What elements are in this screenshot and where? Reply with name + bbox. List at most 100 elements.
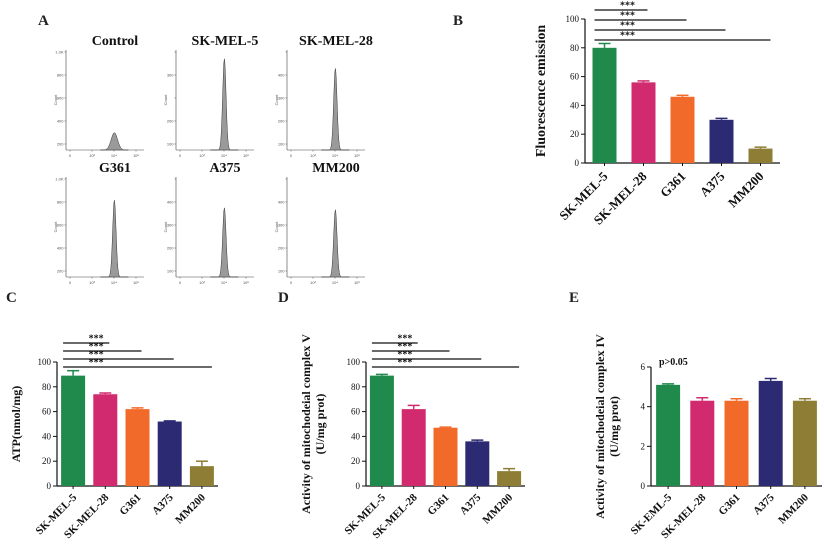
- histogram-panel: G361 1.0K 800 600 400 200 Count 0 10³ 10⁴ 10⁵: [53, 161, 144, 285]
- histogram-x-tick-label: 10³: [199, 153, 205, 158]
- bar: [497, 471, 522, 486]
- histogram-y-tick-label: 200: [57, 142, 64, 147]
- histogram-title: SK-MEL-5: [192, 34, 259, 49]
- x-tick-label: A375: [751, 491, 777, 517]
- y-axis-label-units: (U/mg prot): [607, 396, 621, 457]
- panel-label-d: D: [278, 290, 289, 306]
- bar: [690, 400, 715, 486]
- histogram-x-tick-label: 10⁴: [111, 153, 117, 158]
- y-tick-label: 20: [42, 456, 52, 466]
- histogram-y-tick-label: 100: [167, 269, 174, 274]
- y-tick-label: 0: [641, 481, 646, 491]
- y-tick-label: 100: [566, 14, 580, 24]
- histogram-x-tick-label: 0: [179, 153, 182, 158]
- x-tick-label: G361: [117, 492, 143, 518]
- histogram-y-tick-label: 800: [57, 73, 64, 78]
- histogram-x-tick-label: 10⁵: [243, 280, 249, 285]
- y-tick-label: 80: [570, 43, 580, 53]
- x-tick-label: MM200: [776, 491, 811, 526]
- bar: [465, 441, 490, 486]
- histogram-x-tick-label: 10⁴: [332, 280, 338, 285]
- significance-label: ***: [89, 358, 104, 369]
- histogram-y-tick-label: 600: [57, 223, 64, 228]
- histogram-title: G361: [99, 161, 131, 176]
- y-tick-label: 60: [42, 407, 52, 417]
- histogram-y-tick-label: 300: [167, 73, 174, 78]
- y-tick-label: 0: [575, 158, 580, 168]
- x-tick-label: MM200: [725, 169, 767, 211]
- histogram-y-tick-label: 800: [57, 200, 64, 205]
- histogram-y-tick-label: 1.0K: [55, 50, 64, 55]
- histogram-count-label: Count: [53, 221, 58, 233]
- y-tick-label: 2: [641, 441, 646, 451]
- histogram-x-tick-label: 10⁴: [111, 280, 117, 285]
- histogram-y-tick-label: 100: [167, 142, 174, 147]
- histogram-x-tick-label: 0: [290, 153, 293, 158]
- histogram-y-tick-label: 300: [278, 96, 285, 101]
- significance-label: ***: [397, 358, 412, 369]
- panel-label-a: A: [38, 13, 49, 29]
- bar: [631, 82, 656, 163]
- p-value-annotation: p>0.05: [659, 357, 688, 368]
- y-tick-label: 60: [351, 407, 361, 417]
- histogram-x-tick-label: 0: [179, 280, 182, 285]
- histogram-y-tick-label: 200: [167, 246, 174, 251]
- panel-label-c: C: [6, 290, 17, 306]
- bar: [61, 375, 86, 486]
- y-axis-label-units: (U/mg prot): [313, 394, 327, 455]
- histogram-y-tick-label: 100: [278, 142, 285, 147]
- histogram-y-tick-label: 400: [57, 246, 64, 251]
- bar: [656, 384, 681, 486]
- x-tick-label: G361: [657, 169, 689, 201]
- histogram-y-tick-label: 300: [278, 223, 285, 228]
- histogram-y-tick-label: 100: [278, 269, 285, 274]
- bar-chart-panel: 0 2 4 6 Activity of mitochodeial complex IV(…: [593, 334, 822, 541]
- histogram-y-tick-label: 200: [278, 246, 285, 251]
- bar: [709, 119, 734, 163]
- y-tick-label: 40: [570, 100, 580, 110]
- bar: [369, 375, 394, 486]
- histogram-count-label: Count: [163, 94, 168, 106]
- x-tick-label: A375: [150, 491, 176, 517]
- histogram-x-tick-label: 10⁵: [133, 153, 139, 158]
- significance-label: ***: [620, 31, 635, 42]
- y-axis-label: Activity of mitochodeial complex IV: [593, 334, 607, 519]
- histogram-title: MM200: [312, 161, 359, 176]
- histogram-y-tick-label: 1.0K: [55, 177, 64, 182]
- histogram-x-tick-label: 10⁴: [221, 153, 227, 158]
- histogram-x-tick-label: 10⁵: [354, 153, 360, 158]
- significance-label: ***: [397, 350, 412, 361]
- histogram-x-tick-label: 10⁴: [221, 280, 227, 285]
- bar: [401, 409, 426, 486]
- histogram-panel: MM200 400 300 200 100 Count 0 10³ 10⁴ 10⁵: [274, 161, 365, 285]
- histogram-x-tick-label: 10³: [199, 280, 205, 285]
- x-tick-label: MM200: [480, 491, 515, 526]
- histogram-panel: A375 400 300 200 100 Count 0 10³ 10⁴ 10⁵: [163, 161, 254, 285]
- bar-chart-panel: 0 20 40 60 80 100 Activity of mitochodeial com…: [299, 334, 525, 541]
- histogram-panel: Control 1.0K 800 600 400 200 Count 0 10³ 10⁴ 10⁵: [53, 34, 144, 158]
- histogram-x-tick-label: 10³: [89, 153, 95, 158]
- y-tick-label: 6: [641, 362, 646, 372]
- histogram-y-tick-label: 200: [167, 119, 174, 124]
- y-axis-label: Activity of mitochodeial complex V: [299, 334, 313, 514]
- x-tick-label: MM200: [173, 491, 208, 526]
- histogram-panel: SK-MEL-5 300 200 100 Count 0 10³ 10⁴ 10⁵: [163, 34, 258, 158]
- histogram-y-tick-label: 400: [167, 200, 174, 205]
- histogram-peak: [210, 207, 239, 278]
- y-tick-label: 4: [641, 402, 646, 412]
- histogram-x-tick-label: 10³: [310, 280, 316, 285]
- panel-label-b: B: [453, 13, 463, 29]
- histogram-peak: [321, 209, 350, 278]
- histogram-title: A375: [209, 161, 240, 176]
- histogram-x-tick-label: 10³: [89, 280, 95, 285]
- histogram-y-tick-label: 400: [57, 119, 64, 124]
- significance-label: ***: [397, 334, 412, 345]
- histogram-y-tick-label: 200: [57, 269, 64, 274]
- significance-label: ***: [89, 342, 104, 353]
- histogram-y-tick-label: 300: [167, 223, 174, 228]
- x-tick-label: A375: [697, 168, 728, 199]
- y-tick-label: 40: [42, 431, 52, 441]
- histogram-peak: [100, 200, 129, 278]
- histogram-count-label: Count: [163, 221, 168, 233]
